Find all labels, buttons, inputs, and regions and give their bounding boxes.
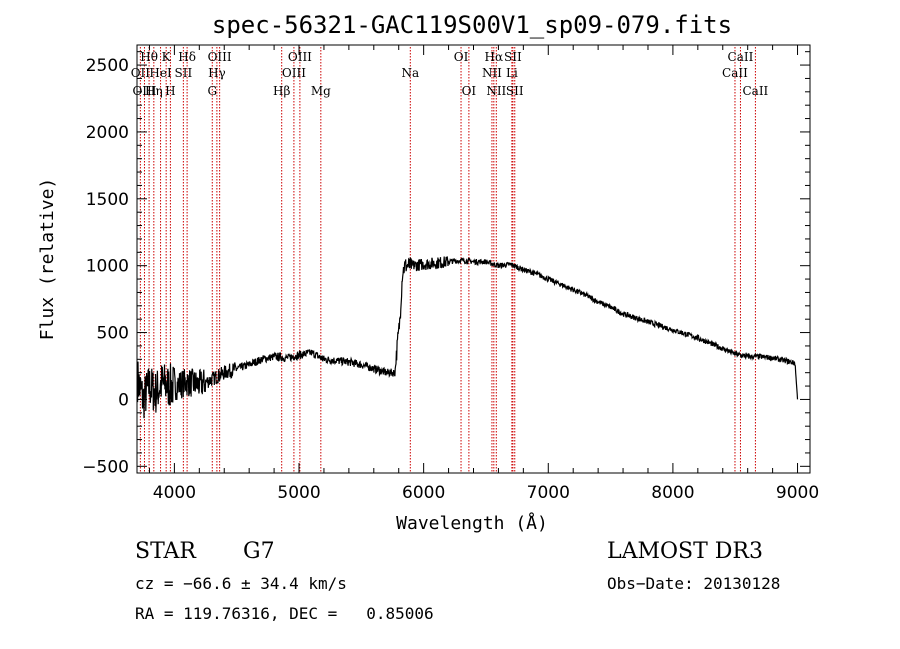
y-tick-label: 500 xyxy=(97,324,129,344)
survey-name: LAMOST DR3 xyxy=(607,539,763,564)
spectral-line-label: OIII xyxy=(282,66,306,80)
x-tick-label: 8000 xyxy=(651,483,694,503)
spectrum-line xyxy=(137,256,799,419)
spectral-line-label: OIII xyxy=(132,84,156,98)
spectral-line-label: Hγ xyxy=(208,66,226,80)
spectral-line-label: H xyxy=(165,84,175,98)
spectral-line-label: K xyxy=(162,50,172,64)
spectral-line-label: Hα xyxy=(485,50,504,64)
y-tick-label: 1500 xyxy=(86,190,129,210)
spectral-line-label: Hη xyxy=(145,84,163,98)
spectral-line-label: SII xyxy=(504,50,522,64)
observation-date: Obs−Date: 20130128 xyxy=(607,574,781,593)
spectral-line-label: OI xyxy=(462,84,477,98)
classification: STAR xyxy=(135,539,196,564)
y-tick-label: 0 xyxy=(118,390,129,410)
spectral-line-label: CaII xyxy=(728,50,754,64)
redshift-cz: cz = −66.6 ± 34.4 km/s xyxy=(135,574,347,593)
x-tick-label: 9000 xyxy=(776,483,819,503)
spectral-line-label: CaII xyxy=(742,84,768,98)
spectral-line-label: Na xyxy=(401,66,419,80)
spectral-line-label: OI xyxy=(454,50,469,64)
y-tick-label: 2000 xyxy=(86,123,129,143)
axis-ticks: 4000 5000 6000 7000 8000 9000 −500 0 500 1000 1500… xyxy=(82,45,819,503)
x-tick-label: 4000 xyxy=(153,483,196,503)
x-tick-label: 7000 xyxy=(527,483,570,503)
y-tick-label: 1000 xyxy=(86,257,129,277)
coordinates: RA = 119.76316, DEC = 0.85006 xyxy=(135,604,434,623)
spectral-line-label: SII xyxy=(506,84,524,98)
spectral-line-label: Hθ xyxy=(140,50,158,64)
chart-title: spec-56321-GAC119S00V1_sp09-079.fits xyxy=(212,11,732,39)
y-axis-label: Flux (relative) xyxy=(37,178,58,341)
spectral-line-label: Li xyxy=(506,66,518,80)
x-tick-label: 6000 xyxy=(402,483,445,503)
spectral-line-label: OIII xyxy=(208,50,232,64)
spectral-line-label: CaII xyxy=(722,66,748,80)
spectral-line-label: OII xyxy=(131,66,151,80)
y-tick-label: 2500 xyxy=(86,56,129,76)
y-tick-label: −500 xyxy=(82,457,129,477)
subclass: G7 xyxy=(243,539,275,564)
spectral-line-label: Hδ xyxy=(178,50,196,64)
spectral-line-label: OIII xyxy=(288,50,312,64)
spectral-line-label: SII xyxy=(175,66,193,80)
spectral-line-label: Mg xyxy=(311,84,331,98)
plot-frame xyxy=(136,44,811,474)
spectral-line-label: HeI xyxy=(149,66,172,80)
spectral-line-label: Hβ xyxy=(273,84,290,98)
x-tick-label: 5000 xyxy=(277,483,320,503)
spectral-line-labels: HθOIIOIIIHηHeIKHSIIHδGHγOIIIHβOIIIOIIIMg… xyxy=(131,50,769,98)
x-axis-label: Wavelength (Å) xyxy=(396,512,548,534)
spectral-line-label: G xyxy=(207,84,217,98)
spectral-line-label: NII xyxy=(482,66,502,80)
spectral-line-label: NII xyxy=(486,84,506,98)
spectrum-group xyxy=(137,256,799,419)
